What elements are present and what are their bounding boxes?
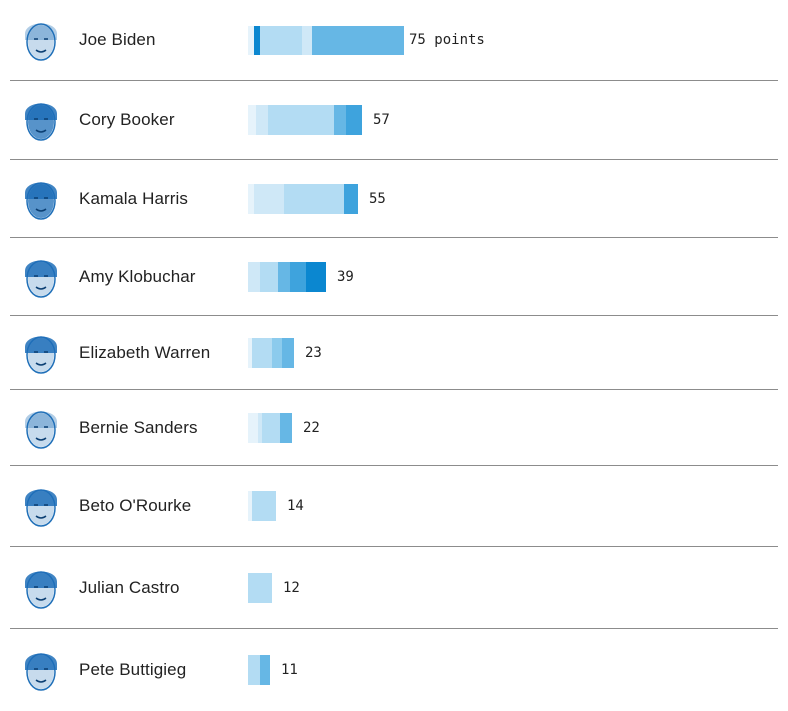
- candidate-portrait-icon: [19, 562, 63, 614]
- bar-segment: [268, 105, 334, 135]
- bar-segment: [248, 573, 272, 603]
- bar-segment: [260, 26, 302, 55]
- candidate-row: Bernie Sanders 22: [10, 390, 778, 466]
- candidate-row: Beto O'Rourke 14: [10, 466, 778, 547]
- candidate-portrait-icon: [19, 94, 63, 146]
- candidate-row: Elizabeth Warren 23: [10, 316, 778, 390]
- candidate-portrait-icon: [19, 327, 63, 379]
- candidate-name: Joe Biden: [79, 30, 156, 49]
- candidate-portrait-icon: [19, 480, 63, 532]
- candidate-row: Joe Biden 75 points: [10, 0, 778, 81]
- stacked-bar: [248, 655, 270, 685]
- endorsement-chart: Joe Biden 75 points Cory Booker 57 Kamala Ha…: [10, 0, 778, 711]
- value-label: 57: [373, 112, 390, 128]
- bar-segment: [260, 655, 270, 685]
- bar-segment: [282, 338, 294, 368]
- candidate-row: Kamala Harris 55: [10, 160, 778, 238]
- stacked-bar: [248, 573, 272, 603]
- candidate-portrait-icon: [19, 402, 63, 454]
- candidate-name: Elizabeth Warren: [79, 343, 211, 362]
- stacked-bar: [248, 413, 292, 443]
- bar-segment: [248, 338, 252, 368]
- candidate-row: Pete Buttigieg 11: [10, 629, 778, 711]
- stacked-bar: [248, 338, 294, 368]
- stacked-bar: [248, 184, 358, 214]
- candidate-portrait-icon: [19, 644, 63, 696]
- candidate-name: Julian Castro: [79, 578, 180, 597]
- candidate-row: Julian Castro 12: [10, 547, 778, 629]
- value-label: 39: [337, 269, 354, 285]
- bar-segment: [344, 184, 358, 214]
- bar-segment: [254, 26, 260, 55]
- candidate-name: Cory Booker: [79, 110, 175, 129]
- bar-segment: [248, 655, 260, 685]
- stacked-bar: [248, 26, 404, 55]
- bar-segment: [312, 26, 372, 55]
- candidate-name: Beto O'Rourke: [79, 496, 192, 515]
- bar-segment: [272, 338, 282, 368]
- bar-segment: [284, 184, 344, 214]
- candidate-row: Cory Booker 57: [10, 81, 778, 160]
- bar-segment: [248, 491, 252, 521]
- candidate-name: Bernie Sanders: [79, 418, 198, 437]
- stacked-bar: [248, 491, 276, 521]
- bar-segment: [248, 262, 260, 292]
- bar-segment: [306, 262, 326, 292]
- candidate-row: Amy Klobuchar 39: [10, 238, 778, 316]
- bar-segment: [248, 105, 256, 135]
- bar-segment: [262, 413, 280, 443]
- bar-segment: [248, 26, 254, 55]
- candidate-name: Kamala Harris: [79, 189, 188, 208]
- bar-segment: [280, 413, 292, 443]
- bar-segment: [256, 105, 268, 135]
- value-label: 23: [305, 345, 322, 361]
- bar-segment: [252, 338, 272, 368]
- candidate-portrait-icon: [19, 14, 63, 66]
- bar-segment: [302, 26, 312, 55]
- candidate-name: Pete Buttigieg: [79, 660, 187, 679]
- value-label: 55: [369, 191, 386, 207]
- bar-segment: [258, 413, 262, 443]
- bar-segment: [290, 262, 306, 292]
- value-label: 14: [287, 498, 304, 514]
- bar-segment: [278, 262, 290, 292]
- value-label: 12: [283, 580, 300, 596]
- bar-segment: [346, 105, 362, 135]
- candidate-name: Amy Klobuchar: [79, 267, 196, 286]
- value-label: 75 points: [409, 32, 485, 48]
- stacked-bar: [248, 105, 362, 135]
- candidate-portrait-icon: [19, 173, 63, 225]
- bar-segment: [252, 491, 276, 521]
- bar-segment: [248, 413, 258, 443]
- bar-segment: [334, 105, 346, 135]
- candidate-portrait-icon: [19, 251, 63, 303]
- bar-segment: [254, 184, 284, 214]
- bar-segment: [372, 26, 404, 55]
- value-label: 22: [303, 420, 320, 436]
- bar-segment: [260, 262, 278, 292]
- stacked-bar: [248, 262, 326, 292]
- value-label: 11: [281, 662, 298, 678]
- bar-segment: [248, 184, 254, 214]
